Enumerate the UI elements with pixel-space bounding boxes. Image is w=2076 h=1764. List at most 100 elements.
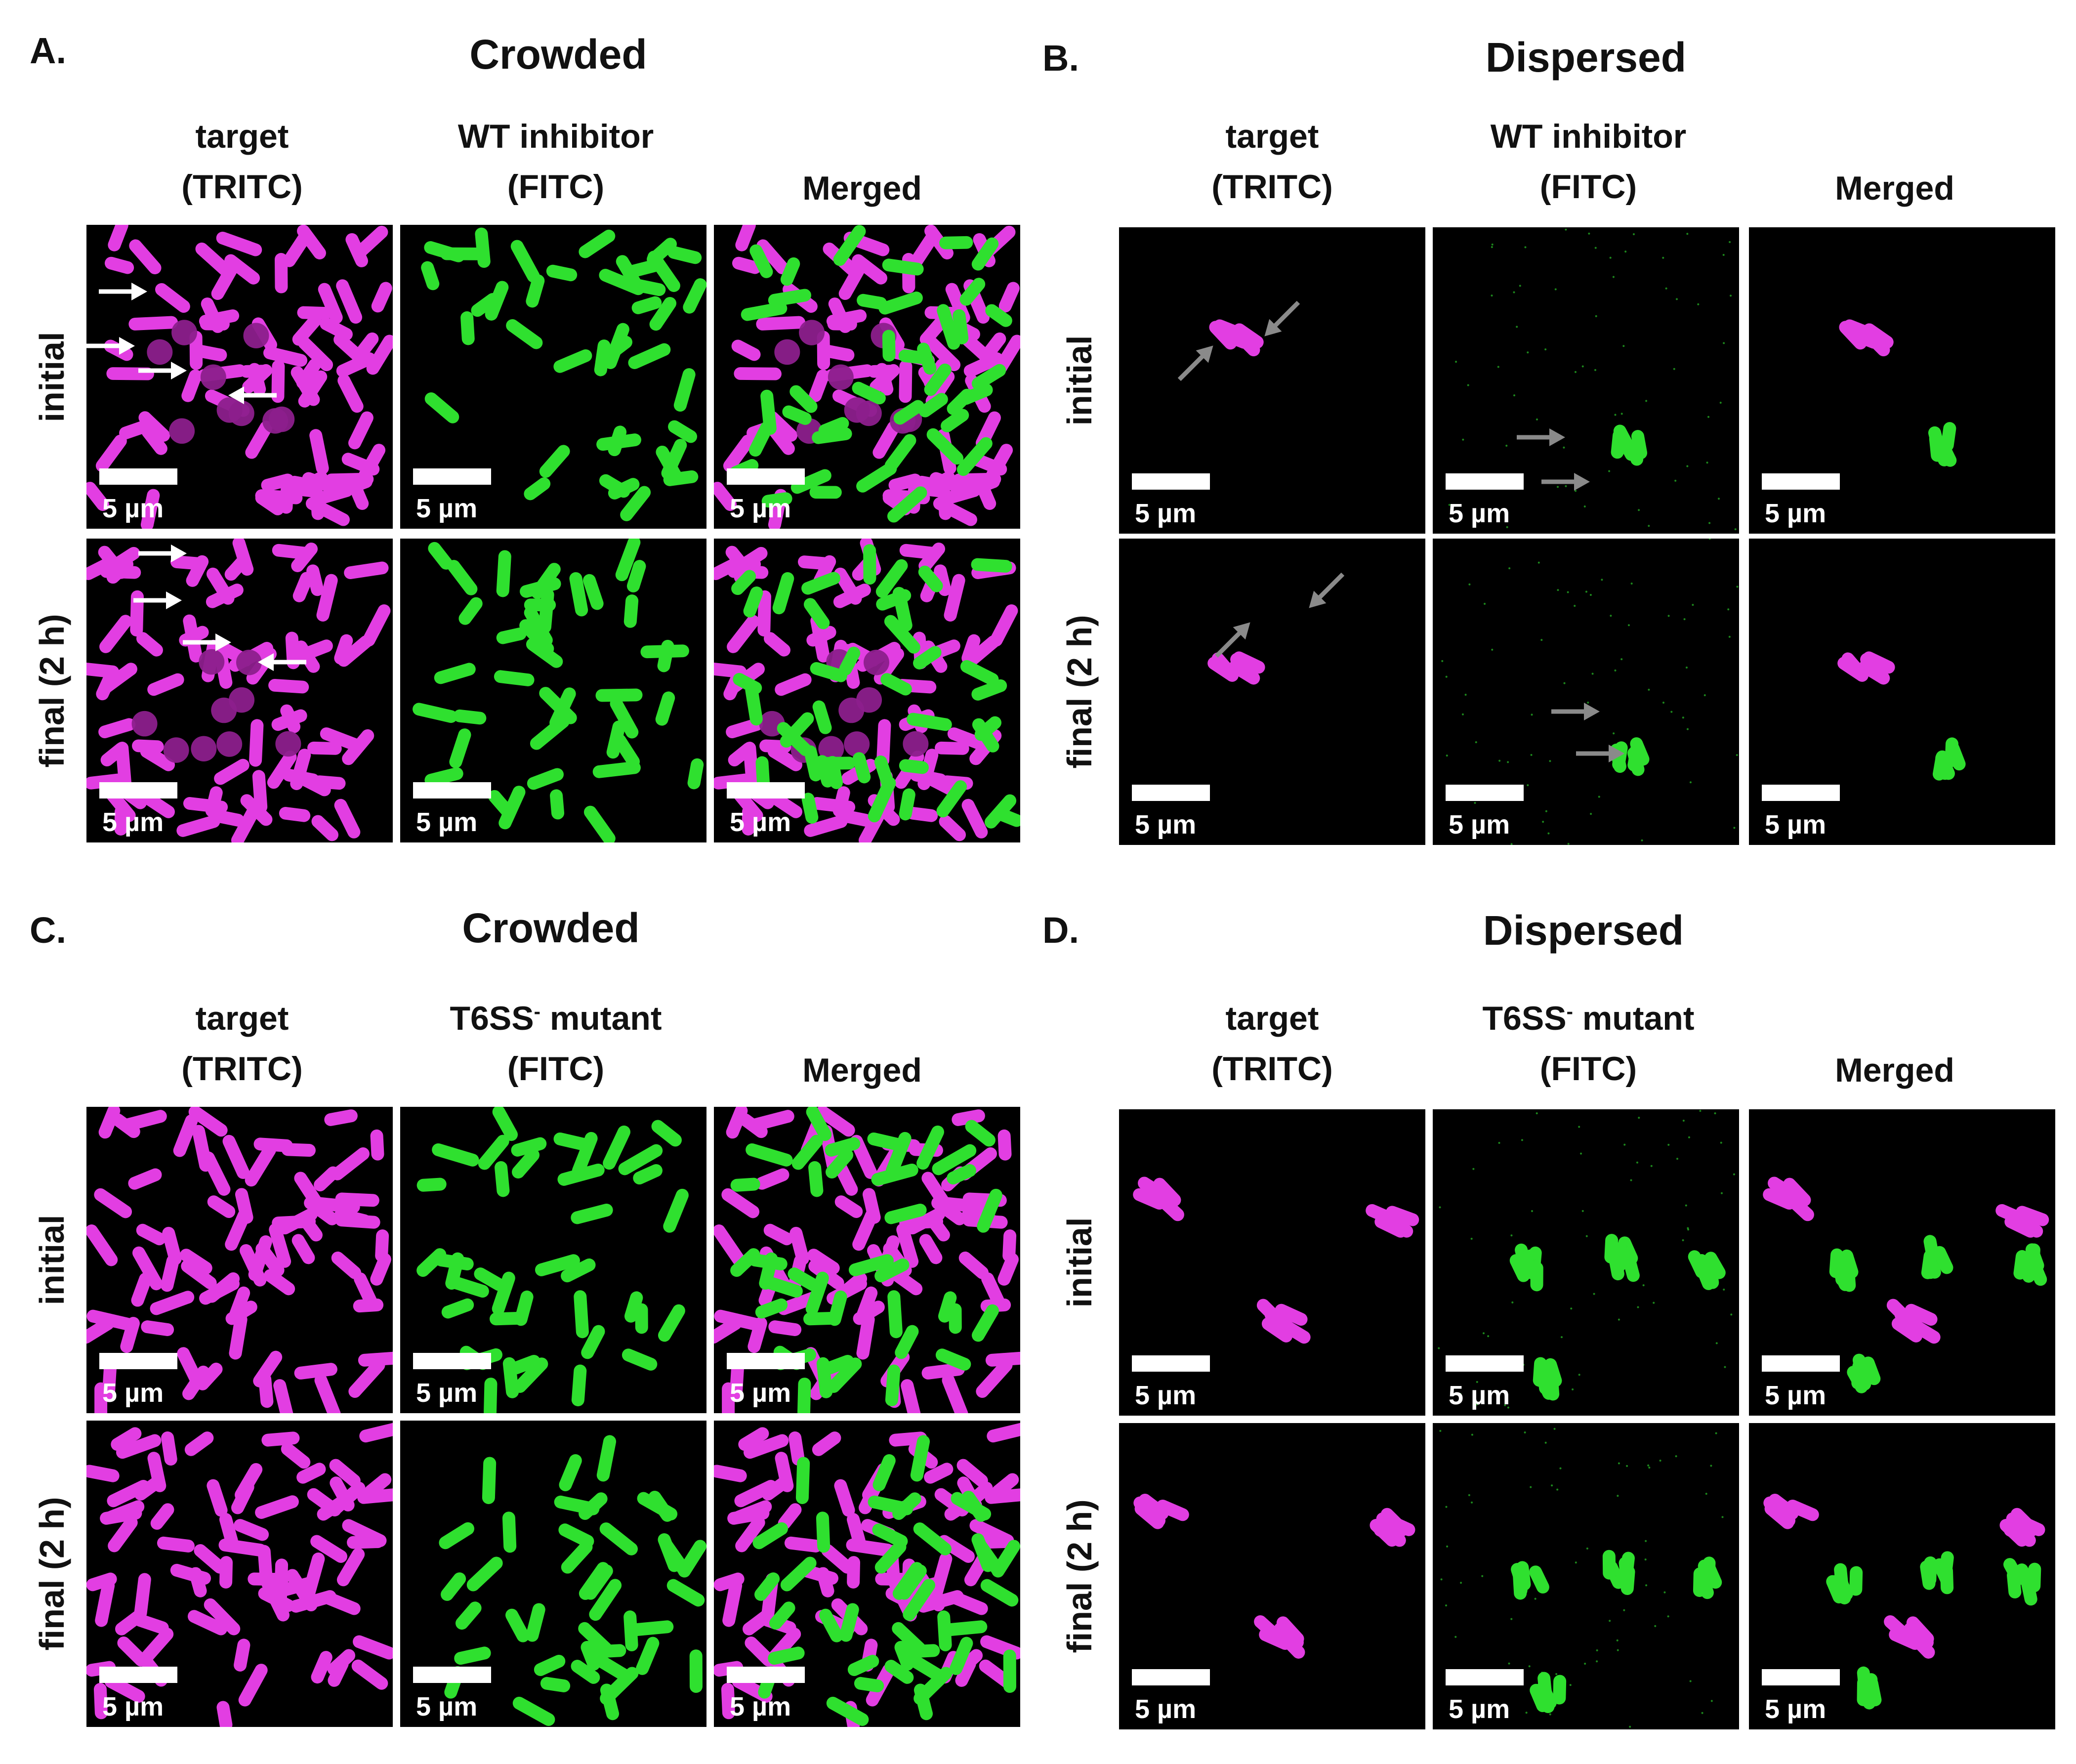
- scale-bar: [1132, 473, 1210, 490]
- inhibitor-cell: [932, 1144, 977, 1176]
- inhibitor-cell: [624, 1291, 643, 1323]
- target-cell: [873, 647, 904, 685]
- target-cell: [358, 1351, 393, 1367]
- noise-speck: [1624, 251, 1627, 253]
- target-cell: [1891, 1317, 1923, 1343]
- inhibitor-cell: [595, 688, 643, 702]
- target-cell: [119, 420, 149, 440]
- noise-speck: [1609, 256, 1612, 259]
- noise-speck: [1510, 843, 1513, 845]
- inhibitor-cell: [878, 292, 923, 315]
- target-cell: [1783, 1177, 1811, 1207]
- noise-speck: [1441, 660, 1444, 662]
- inhibitor-cell: [918, 393, 948, 418]
- inhibitor-cell: [668, 420, 698, 443]
- inhibitor-cell: [898, 349, 932, 365]
- noise-speck: [1507, 1406, 1509, 1409]
- target-cell: [846, 1513, 866, 1548]
- target-cell: [353, 1635, 393, 1660]
- target-cell: [324, 1109, 358, 1126]
- target-cell: [735, 1516, 765, 1553]
- target-cell: [311, 1651, 332, 1684]
- target-cell: [104, 256, 134, 274]
- noise-speck: [1574, 371, 1577, 373]
- inhibitor-cell: [916, 1125, 944, 1170]
- noise-speck: [1471, 1433, 1473, 1436]
- target-cell: [987, 1423, 1020, 1443]
- noise-speck: [1585, 1235, 1588, 1237]
- noise-speck: [1575, 1561, 1577, 1564]
- micrograph-tile: 5 µm: [86, 1107, 393, 1413]
- inhibitor-cell: [546, 264, 578, 282]
- target-cell: [307, 741, 342, 755]
- inhibitor-cell: [1857, 1666, 1872, 1696]
- inhibitor-cell: [627, 1620, 674, 1637]
- target-cell: [998, 282, 1020, 313]
- target-cell: [134, 1573, 151, 1620]
- target-cell: [196, 1362, 223, 1390]
- inhibitor-cell: [2027, 1243, 2040, 1273]
- target-cell: [812, 1431, 841, 1456]
- noise-speck: [1438, 1347, 1440, 1349]
- micrograph-image: [1439, 1428, 1724, 1728]
- target-cell: [225, 1209, 251, 1251]
- target-cell: [263, 346, 308, 367]
- inhibitor-cell: [797, 1378, 811, 1413]
- inhibitor-cell: [1602, 1550, 1616, 1580]
- scale-bar-label: 5 µm: [730, 1378, 791, 1408]
- target-cell: [827, 317, 857, 331]
- noise-speck: [1549, 760, 1551, 762]
- noise-speck: [1559, 1467, 1562, 1470]
- inhibitor-cell: [971, 364, 1006, 390]
- inhibitor-cell: [910, 1435, 930, 1482]
- inhibitor-cell: [1947, 742, 1966, 771]
- target-cell: [348, 1358, 385, 1398]
- inhibitor-cell: [628, 343, 671, 369]
- inhibitor-cell: [852, 381, 886, 405]
- target-cell: [1264, 1308, 1295, 1334]
- superscript-minus: -: [1566, 1001, 1573, 1023]
- scale-bar: [1132, 1669, 1210, 1685]
- target-cell: [852, 254, 888, 285]
- target-cell: [314, 1374, 341, 1413]
- target-cell: [313, 1197, 360, 1214]
- inhibitor-cell: [971, 237, 999, 271]
- inhibitor-cell: [578, 1622, 612, 1655]
- inhibitor-cell: [895, 1325, 919, 1359]
- scale-bar-label: 5 µm: [102, 1692, 164, 1722]
- scale-bar-label: 5 µm: [1449, 1381, 1510, 1410]
- target-cell: [111, 1427, 142, 1451]
- target-cell: [213, 810, 245, 827]
- inhibitor-cell: [1630, 737, 1650, 766]
- noise-speck: [1525, 1712, 1528, 1714]
- row-label: initial: [1060, 1217, 1099, 1308]
- inhibitor-cell: [926, 428, 964, 465]
- column-header-line: target: [195, 1000, 289, 1037]
- target-cell: [108, 1516, 138, 1553]
- noise-speck: [1545, 810, 1547, 812]
- inhibitor-cell: [1535, 1372, 1555, 1400]
- noise-speck: [1682, 1239, 1684, 1242]
- noise-speck: [1692, 604, 1694, 606]
- noise-speck: [1537, 561, 1540, 564]
- inhibitor-cell: [875, 559, 908, 598]
- noise-speck: [1667, 1143, 1670, 1146]
- target-cell: [731, 339, 761, 361]
- inhibitor-cell: [432, 1143, 479, 1167]
- inhibitor-cell: [847, 1654, 879, 1676]
- target-cell: [297, 225, 326, 259]
- noise-speck: [1508, 567, 1511, 570]
- scale-bar: [1446, 785, 1524, 801]
- target-cell: [939, 815, 966, 841]
- lysed-cell: [903, 731, 929, 757]
- lysed-cell: [147, 339, 173, 365]
- lysed-cell: [216, 397, 243, 423]
- inhibitor-cell: [610, 697, 639, 739]
- inhibitor-cell: [959, 278, 986, 306]
- target-cell: [738, 1427, 769, 1451]
- noise-speck: [1736, 754, 1738, 756]
- noise-speck: [1439, 1429, 1442, 1432]
- column-header-line: (TRITC): [1211, 168, 1333, 206]
- lysed-cell: [163, 737, 189, 763]
- inhibitor-cell: [803, 598, 830, 630]
